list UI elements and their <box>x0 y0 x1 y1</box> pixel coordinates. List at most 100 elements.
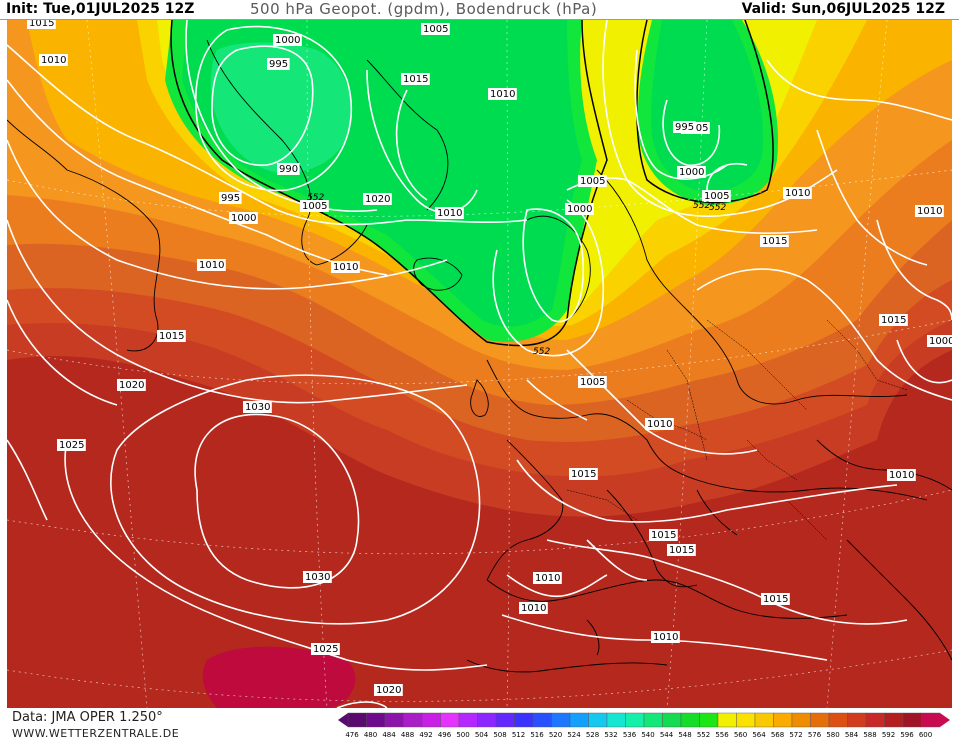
latlon-grid <box>7 20 952 708</box>
legend-cell <box>495 712 515 728</box>
legend-tick-label: 524 <box>567 731 581 739</box>
pressure-label: 1000 <box>231 213 256 224</box>
legend-arrow-left <box>338 713 348 727</box>
data-source: Data: JMA OPER 1.250° <box>12 710 163 725</box>
pressure-label-box <box>435 207 464 219</box>
pressure-label-box <box>915 205 944 217</box>
coastlines <box>7 39 952 673</box>
legend-cell <box>921 712 941 728</box>
pressure-label-box <box>488 88 517 100</box>
pressure-label-box <box>673 121 696 133</box>
pressure-label-box <box>702 190 731 202</box>
legend-cell <box>347 712 367 728</box>
pressure-label-box <box>374 684 403 696</box>
legend-cell <box>625 712 645 728</box>
country-borders <box>566 319 908 541</box>
pressure-label-box <box>879 314 908 326</box>
pressure-label-box <box>421 23 450 35</box>
legend-cell <box>736 712 756 728</box>
legend-tick-label: 552 <box>696 731 711 739</box>
pressure-label-box <box>667 544 696 556</box>
pressure-labels: 1015101010051000995101510101005995100010… <box>27 20 952 696</box>
legend-cell <box>791 712 811 728</box>
pressure-label: 1015 <box>881 315 906 326</box>
pressure-label-box <box>267 58 290 70</box>
legend-tick-label: 516 <box>530 731 544 739</box>
pressure-label: 1005 <box>580 176 605 187</box>
pressure-label-box <box>569 468 598 480</box>
pressure-label: 1020 <box>119 380 144 391</box>
legend-cell <box>717 712 737 728</box>
legend-cell <box>384 712 404 728</box>
height-band-548 <box>210 42 351 174</box>
pressure-label-box <box>303 571 332 583</box>
pressure-label-box <box>311 643 340 655</box>
pressure-label: 1010 <box>653 632 678 643</box>
legend-cell <box>458 712 478 728</box>
pressure-label: 1020 <box>365 194 390 205</box>
pressure-label: 1005 <box>683 123 708 134</box>
pressure-label-box <box>519 602 548 614</box>
pressure-label: 1010 <box>647 419 672 430</box>
legend-tick-label: 492 <box>419 731 433 739</box>
legend-tick-label: 504 <box>474 731 489 739</box>
height-label: 552 <box>307 193 324 203</box>
legend-tick-label: 536 <box>622 731 637 739</box>
pressure-label-box <box>27 20 56 29</box>
pressure-label: 990 <box>279 164 298 175</box>
height-band-600 <box>202 646 356 708</box>
legend-tick-label: 568 <box>770 731 785 739</box>
pressure-label-box <box>533 572 562 584</box>
legend-tick-label: 528 <box>585 731 600 739</box>
pressure-label: 1010 <box>521 603 546 614</box>
website-credit: WWW.WETTERZENTRALE.DE <box>12 727 180 740</box>
pressure-label-box <box>300 200 329 212</box>
legend-cell <box>477 712 497 728</box>
legend-cell <box>754 712 774 728</box>
pressure-label: 1020 <box>376 685 401 696</box>
legend-tick-label: 480 <box>363 731 378 739</box>
header-bar: Init: Tue,01JUL2025 12Z 500 hPa Geopot. … <box>0 0 959 20</box>
pressure-label: 1025 <box>313 644 338 655</box>
pressure-label-box <box>39 54 68 66</box>
pressure-label: 1005 <box>302 201 327 212</box>
pressure-label-box <box>760 235 789 247</box>
legend-tick-label: 548 <box>678 731 692 739</box>
pressure-label: 1010 <box>437 208 462 219</box>
legend-cell <box>773 712 793 728</box>
legend-cell <box>440 712 460 728</box>
pressure-label: 1015 <box>669 545 694 556</box>
pressure-label: 1030 <box>245 402 270 413</box>
pressure-label: 1000 <box>567 204 592 215</box>
legend-cell <box>532 712 552 728</box>
pressure-label-box <box>887 469 916 481</box>
legend-cell <box>606 712 626 728</box>
pressure-label-box <box>649 529 678 541</box>
legend-tick-label: 520 <box>548 731 563 739</box>
pressure-label: 1015 <box>159 331 184 342</box>
legend-cell <box>902 712 922 728</box>
pressure-label-box <box>331 261 360 273</box>
height-band-552-east <box>651 20 763 192</box>
pressure-label-box <box>363 193 392 205</box>
legend-tick-label: 476 <box>345 731 359 739</box>
pressure-label-box <box>645 418 674 430</box>
legend-tick-labels: 476 480 484 488 492 496 500 504 508 512 516 520 524 5… <box>345 731 946 741</box>
legend-cell <box>662 712 682 728</box>
pressure-label-box <box>243 401 272 413</box>
pressure-label-box <box>157 330 186 342</box>
legend-tick-label: 560 <box>733 731 748 739</box>
init-time: Init: Tue,01JUL2025 12Z <box>6 1 195 17</box>
legend-tick-label: 592 <box>881 731 896 739</box>
pressure-label: 1005 <box>580 377 605 388</box>
pressure-label-box <box>927 335 952 347</box>
legend-tick-label: 556 <box>715 731 729 739</box>
height-label: 552 <box>693 201 710 211</box>
legend-cell <box>884 712 904 728</box>
height-label: 552 <box>533 347 550 357</box>
weather-map: 1015 1010 1005 1000 995 1015 1010 1005 995 1000 10… <box>7 20 952 708</box>
pressure-label-box <box>117 379 146 391</box>
pressure-label-box <box>783 187 812 199</box>
pressure-label: 1010 <box>889 470 914 481</box>
legend-tick-label: 576 <box>807 731 822 739</box>
